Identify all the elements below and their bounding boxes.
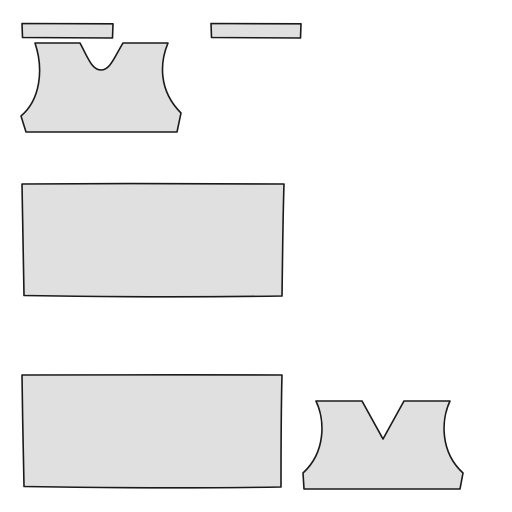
rectangular-panel-upper <box>21 182 285 298</box>
rectangular-panel-lower <box>21 373 283 489</box>
neck-strip-left <box>21 22 114 39</box>
back-bodice-piece <box>302 400 464 490</box>
front-bodice-piece <box>20 42 182 133</box>
neck-strip-right <box>210 22 302 39</box>
